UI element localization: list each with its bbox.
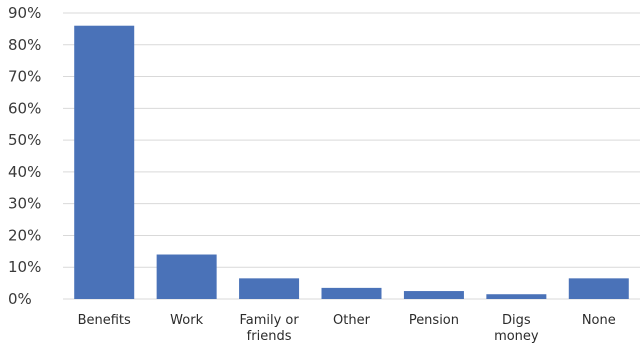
y-axis-ticks: 0% 10% 20% 30% 40% 50% 60% 70% 80% 90% — [8, 4, 41, 308]
y-tick-label: 50% — [8, 131, 41, 149]
bar — [321, 287, 382, 299]
bars — [74, 25, 629, 299]
x-category-label: Other — [333, 313, 371, 328]
y-tick-label: 60% — [8, 99, 41, 117]
y-tick-label: 20% — [8, 226, 41, 244]
bar — [486, 294, 547, 299]
bar — [568, 278, 629, 299]
y-tick-label: 30% — [8, 195, 41, 213]
bar — [74, 25, 135, 299]
y-tick-label: 10% — [8, 258, 41, 276]
bar — [156, 254, 217, 299]
x-category-label: Benefits — [78, 313, 131, 328]
y-tick-label: 90% — [8, 4, 41, 22]
gridlines — [63, 12, 640, 300]
y-tick-label: 0% — [8, 290, 32, 308]
bar — [403, 291, 464, 299]
bar — [239, 278, 300, 299]
x-category-label: Work — [170, 313, 203, 328]
x-category-label: Pension — [409, 313, 459, 328]
x-axis-labels: Benefits Work Family or friends Other Pension… — [78, 313, 616, 344]
y-tick-label: 40% — [8, 163, 41, 181]
y-tick-label: 70% — [8, 68, 41, 86]
x-category-label: None — [582, 313, 616, 328]
x-category-label: Family or friends — [239, 313, 299, 344]
x-category-label: Digs money — [494, 313, 539, 344]
y-tick-label: 80% — [8, 36, 41, 54]
